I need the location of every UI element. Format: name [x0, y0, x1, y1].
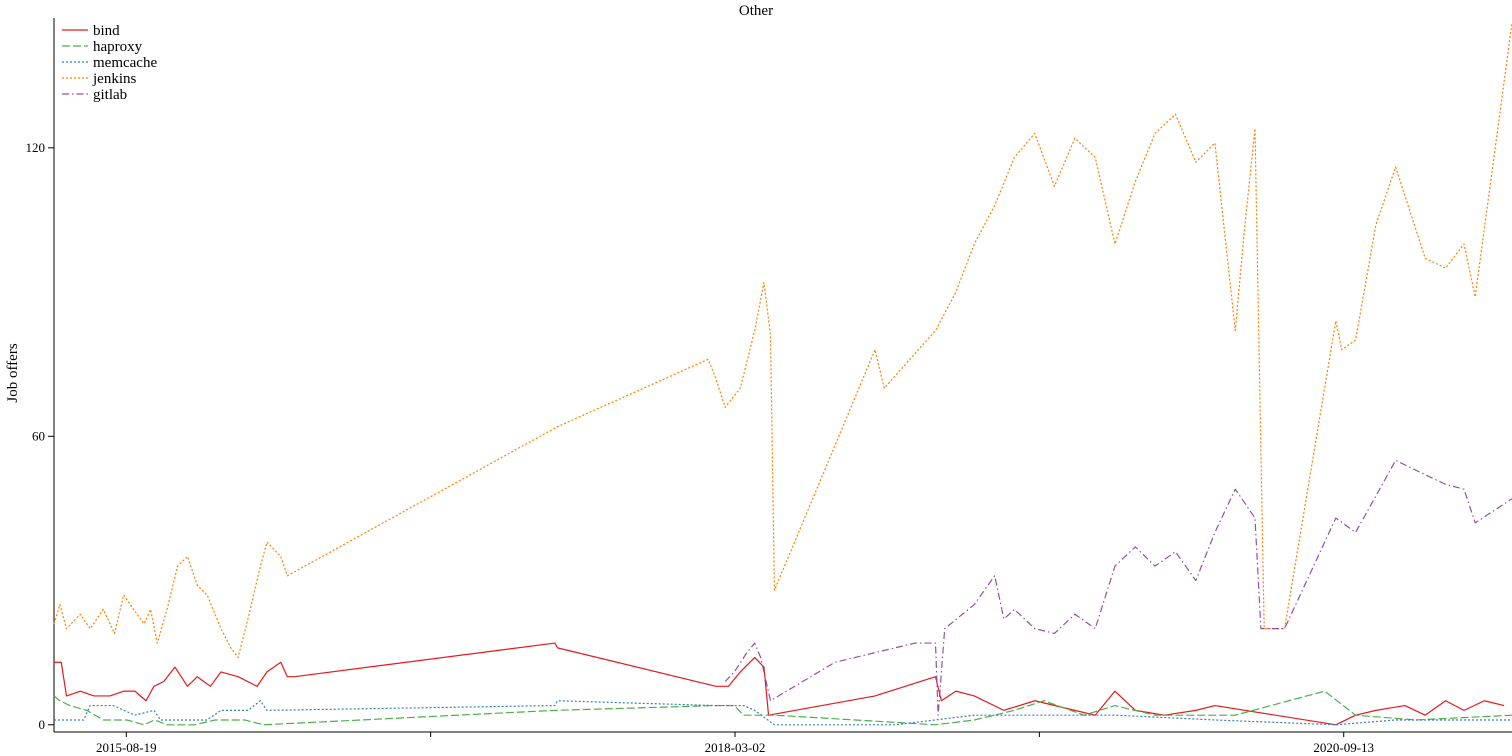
y-tick-label: 120 — [26, 140, 46, 155]
y-axis-label: Job offers — [5, 343, 21, 402]
x-tick-label: 2015-08-19 — [96, 740, 157, 755]
x-tick-label: 2018-03-02 — [705, 740, 766, 755]
legend-label-haproxy: haproxy — [93, 39, 143, 55]
series-group — [53, 22, 1512, 726]
chart-title: Other — [739, 3, 773, 19]
legend-label-jenkins: jenkins — [92, 71, 136, 87]
series-line-bind — [54, 642, 1505, 726]
y-tick-label: 0 — [39, 717, 46, 732]
series-line-jenkins — [53, 22, 1512, 659]
series-line-memcache — [54, 700, 1512, 726]
legend-label-bind: bind — [93, 23, 120, 39]
axes — [53, 18, 1512, 733]
ticks: 0 60 120 2015-08-19 2018-03-02 2020-09-13 — [26, 140, 1375, 755]
legend-label-memcache: memcache — [93, 55, 157, 71]
legend-label-gitlab: gitlab — [93, 87, 127, 103]
x-tick-label: 2020-09-13 — [1313, 740, 1374, 755]
series-line-haproxy — [53, 690, 1512, 726]
y-tick-label: 60 — [32, 428, 45, 443]
series-line-gitlab — [724, 459, 1512, 716]
